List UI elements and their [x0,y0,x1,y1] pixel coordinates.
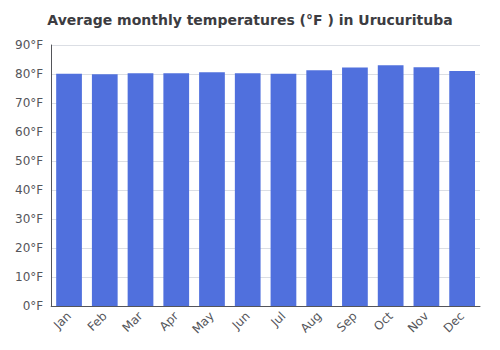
svg-text:Dec: Dec [441,309,467,335]
svg-text:30°F: 30°F [15,212,43,226]
svg-text:Oct: Oct [371,309,396,334]
svg-text:Feb: Feb [85,309,110,334]
svg-text:40°F: 40°F [15,183,43,197]
svg-text:Sep: Sep [334,309,360,335]
svg-text:90°F: 90°F [15,38,43,52]
svg-text:Average monthly temperatures (: Average monthly temperatures (°F ) in Ur… [47,12,452,28]
svg-text:Jun: Jun [229,309,253,333]
svg-text:Nov: Nov [405,309,431,335]
svg-text:Jan: Jan [50,309,74,333]
svg-text:Aug: Aug [298,309,324,335]
svg-text:60°F: 60°F [15,125,43,139]
svg-text:0°F: 0°F [23,299,44,313]
svg-text:May: May [190,309,217,336]
svg-text:80°F: 80°F [15,67,43,81]
svg-text:50°F: 50°F [15,154,43,168]
svg-text:20°F: 20°F [15,241,43,255]
svg-text:Mar: Mar [120,309,146,335]
svg-text:70°F: 70°F [15,96,43,110]
svg-text:10°F: 10°F [15,270,43,284]
svg-text:Jul: Jul [268,309,289,330]
svg-text:Apr: Apr [157,309,182,334]
